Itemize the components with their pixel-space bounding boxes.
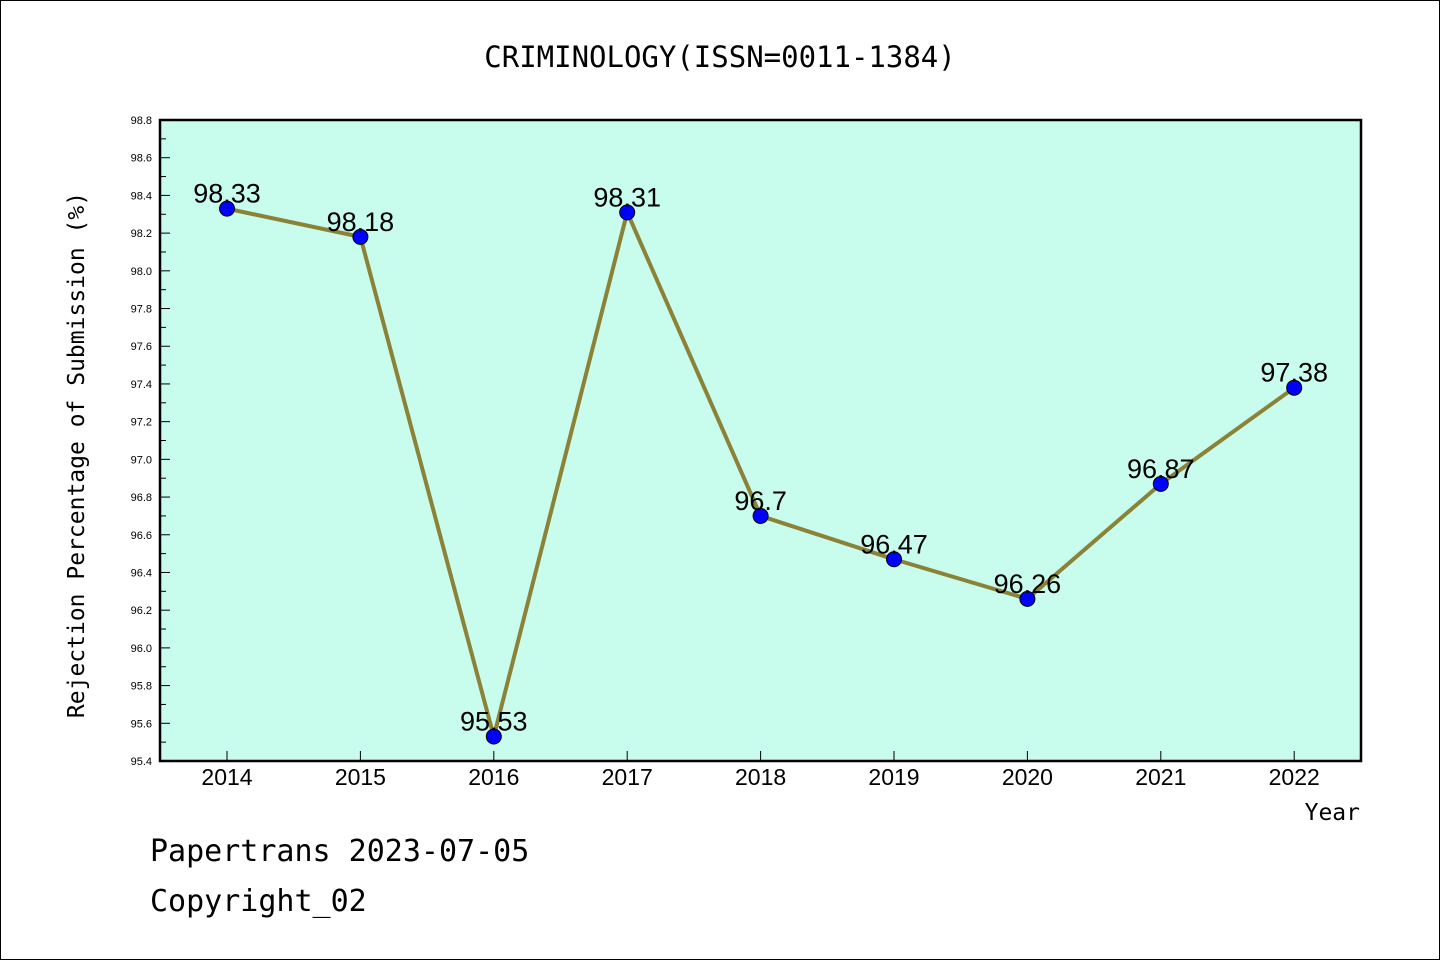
y-tick-label: 96.8 xyxy=(131,492,152,504)
data-point xyxy=(619,204,636,221)
y-tick-label: 96.0 xyxy=(131,643,152,655)
data-point xyxy=(886,551,902,568)
y-tick-label: 98.6 xyxy=(131,153,152,165)
x-tick-label: 2017 xyxy=(602,764,653,790)
footer-copyright-text: Copyright_02 xyxy=(150,884,367,919)
data-label: 97.38 xyxy=(1260,358,1328,388)
data-point xyxy=(1152,475,1169,492)
data-label: 96.47 xyxy=(860,529,928,559)
y-tick-label: 97.6 xyxy=(131,341,152,353)
data-label: 96.87 xyxy=(1127,454,1195,484)
data-label: 98.33 xyxy=(193,179,261,209)
y-tick-label: 95.6 xyxy=(131,718,152,730)
x-tick-label: 2021 xyxy=(1135,764,1186,790)
plot-area xyxy=(158,118,1363,763)
data-label: 98.31 xyxy=(593,182,661,212)
data-label: 98.18 xyxy=(327,207,395,237)
data-point xyxy=(352,228,369,245)
y-tick-label: 96.2 xyxy=(131,605,152,617)
x-axis-label: Year xyxy=(1305,800,1360,826)
y-tick-label: 97.2 xyxy=(131,417,152,429)
y-tick-label: 96.4 xyxy=(131,567,152,579)
data-point xyxy=(219,200,235,217)
data-point xyxy=(752,507,769,524)
y-tick-label: 98.2 xyxy=(131,228,152,240)
x-tick-label: 2022 xyxy=(1269,764,1320,790)
x-tick-label: 2014 xyxy=(201,764,252,790)
data-point xyxy=(1286,379,1303,396)
data-point xyxy=(485,728,502,745)
y-tick-label: 95.4 xyxy=(131,756,152,768)
data-markers xyxy=(219,200,1303,745)
y-tick-label: 97.4 xyxy=(131,379,152,391)
y-axis-label: Rejection Percentage of Submission (%) xyxy=(64,192,90,718)
data-labels: 98.33 98.18 95.53 98.31 96.7 96.47 96.26 96.87 9… xyxy=(193,179,1328,737)
y-tick-label: 98.0 xyxy=(131,266,152,278)
y-tick-label: 96.6 xyxy=(131,530,152,542)
x-tick-label: 2015 xyxy=(335,764,386,790)
y-tick-label: 95.8 xyxy=(131,681,152,693)
footer-date-text: Papertrans 2023-07-05 xyxy=(150,834,530,869)
y-axis: 95.4 95.6 95.8 96.0 96.2 96.4 96.6 96.8 97.0 97.2… xyxy=(131,115,170,768)
data-label: 95.53 xyxy=(460,706,528,736)
x-tick-label: 2016 xyxy=(468,764,519,790)
data-point xyxy=(1019,590,1036,607)
x-tick-label: 2020 xyxy=(1002,764,1053,790)
y-tick-label: 97.8 xyxy=(131,304,152,316)
data-label: 96.26 xyxy=(994,569,1062,599)
chart-title: CRIMINOLOGY(ISSN=0011-1384) xyxy=(484,40,955,74)
y-tick-label: 98.4 xyxy=(131,190,152,202)
y-tick-label: 97.0 xyxy=(131,454,152,466)
y-tick-label: 98.8 xyxy=(131,115,152,127)
x-axis: 2014 2015 2016 2017 2018 2019 2020 2021 2022 xyxy=(201,751,1320,790)
x-tick-label: 2019 xyxy=(868,764,919,790)
data-label: 96.7 xyxy=(734,486,787,516)
x-tick-label: 2018 xyxy=(735,764,786,790)
